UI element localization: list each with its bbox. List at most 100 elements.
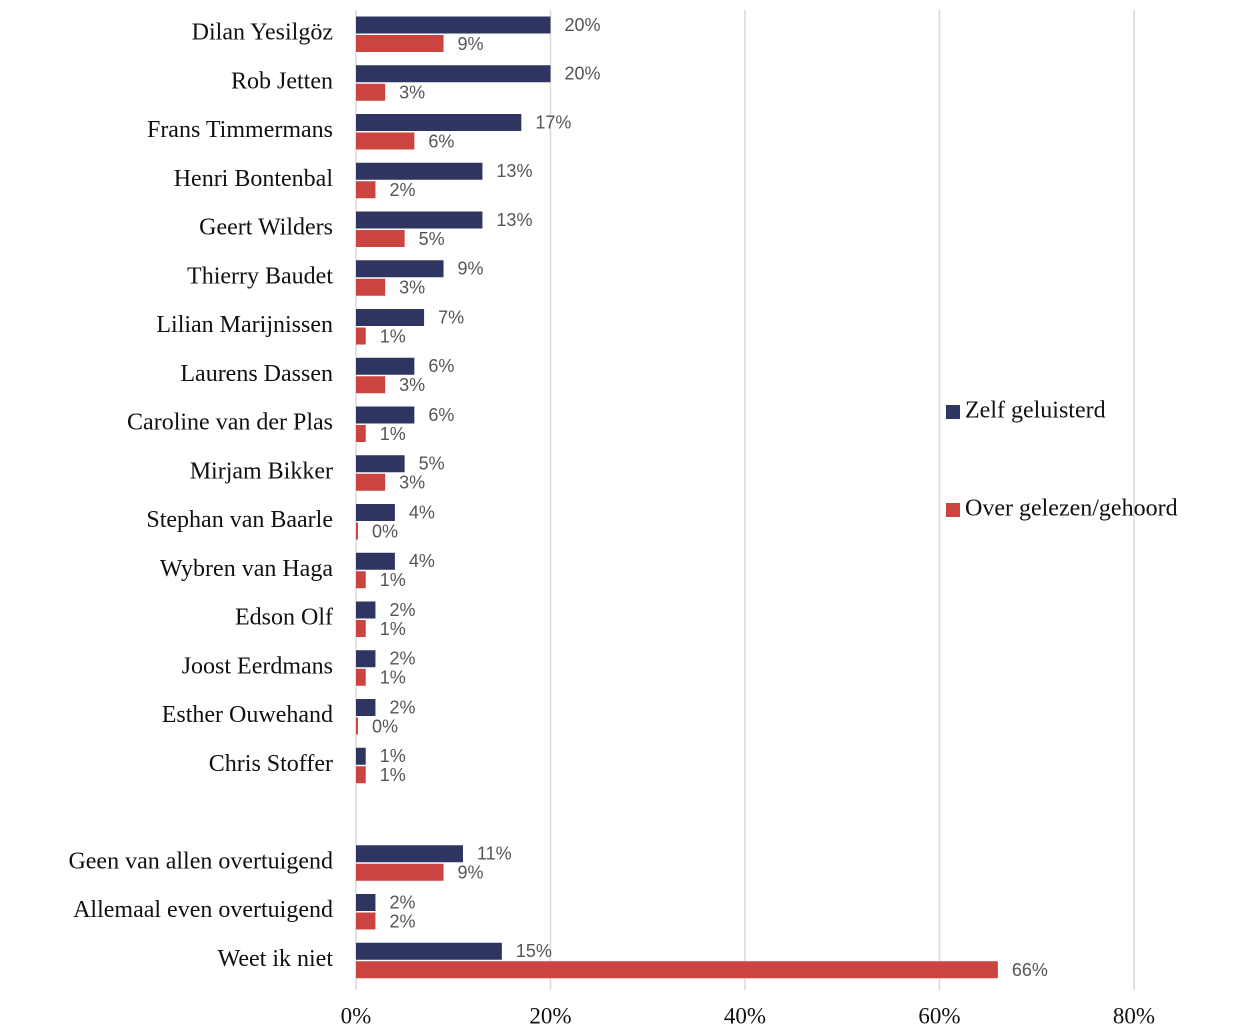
bar	[356, 114, 522, 131]
bar	[356, 961, 998, 979]
value-label: 17%	[535, 112, 571, 132]
bar	[356, 620, 366, 637]
category-label: Henri Bontenbal	[174, 166, 334, 192]
value-label: 1%	[380, 326, 406, 346]
bar	[356, 357, 415, 375]
bar	[356, 162, 483, 180]
value-label: 1%	[380, 570, 406, 590]
bar	[356, 912, 376, 930]
value-label: 2%	[389, 697, 415, 717]
category-label: Geert Wilders	[199, 215, 333, 241]
category-label: Wybren van Haga	[160, 556, 333, 582]
x-tick-label: 20%	[529, 1003, 571, 1028]
bar	[356, 132, 415, 150]
bar	[356, 425, 366, 442]
bar	[356, 747, 366, 765]
bar	[356, 65, 551, 83]
value-label: 2%	[389, 892, 415, 912]
category-label: Allemaal even overtuigend	[73, 897, 333, 923]
category-label: Laurens Dassen	[180, 361, 333, 387]
value-label: 1%	[380, 668, 406, 688]
legend-label: Over gelezen/gehoord	[965, 496, 1178, 522]
value-label: 13%	[496, 161, 532, 181]
bar	[356, 552, 395, 570]
category-label: Rob Jetten	[231, 68, 333, 94]
bar	[356, 845, 463, 863]
legend-swatch	[946, 405, 960, 419]
value-label: 20%	[565, 15, 601, 35]
value-label: 9%	[458, 259, 484, 279]
value-label: 7%	[438, 307, 464, 327]
value-label: 9%	[458, 34, 484, 54]
legend-label: Zelf geluisterd	[965, 398, 1106, 424]
category-label: Joost Eerdmans	[182, 653, 333, 679]
x-tick-label: 0%	[341, 1003, 372, 1028]
bar	[356, 376, 386, 394]
value-label: 66%	[1012, 960, 1048, 980]
bar	[356, 278, 386, 296]
value-label: 6%	[428, 131, 454, 151]
legend-swatch	[946, 503, 960, 517]
value-label: 1%	[380, 424, 406, 444]
bar	[356, 35, 444, 52]
value-label: 2%	[389, 649, 415, 669]
category-label: Edson Olf	[235, 605, 333, 631]
bar	[356, 668, 366, 686]
category-label: Caroline van der Plas	[127, 410, 333, 436]
bar	[356, 406, 415, 424]
value-label: 1%	[380, 619, 406, 639]
bar	[356, 571, 366, 589]
category-label: Chris Stoffer	[209, 751, 333, 777]
bar	[356, 455, 405, 473]
bar	[356, 473, 386, 491]
x-tick-label: 80%	[1113, 1003, 1155, 1028]
category-label: Lilian Marijnissen	[156, 312, 333, 338]
bar	[356, 766, 366, 784]
category-label: Stephan van Baarle	[146, 507, 333, 533]
bar	[356, 942, 502, 960]
category-label: Frans Timmermans	[147, 117, 333, 143]
value-label: 15%	[516, 941, 552, 961]
value-label: 3%	[399, 375, 425, 395]
bar	[356, 16, 551, 34]
value-label: 2%	[389, 180, 415, 200]
bar	[356, 327, 366, 345]
bar	[356, 230, 405, 247]
category-label: Esther Ouwehand	[162, 702, 333, 728]
value-label: 9%	[458, 863, 484, 883]
value-label: 11%	[477, 844, 512, 864]
value-label: 20%	[565, 64, 601, 84]
bar	[356, 601, 376, 619]
bar	[356, 863, 444, 881]
bar	[356, 260, 444, 278]
bar	[356, 181, 376, 199]
category-label: Dilan Yesilgöz	[192, 20, 333, 46]
value-label: 6%	[428, 356, 454, 376]
value-label: 2%	[389, 911, 415, 931]
value-label: 6%	[428, 405, 454, 425]
bar	[356, 211, 483, 229]
bar	[356, 83, 386, 101]
bar	[356, 504, 395, 521]
value-label: 4%	[409, 551, 435, 571]
value-label: 0%	[372, 521, 398, 541]
value-label: 0%	[372, 716, 398, 736]
bar	[356, 309, 425, 326]
value-label: 3%	[399, 83, 425, 103]
value-label: 3%	[399, 278, 425, 298]
x-tick-label: 60%	[918, 1003, 960, 1028]
category-label: Thierry Baudet	[187, 263, 333, 289]
value-label: 1%	[380, 746, 406, 766]
category-label: Mirjam Bikker	[190, 458, 333, 484]
bar	[356, 522, 358, 540]
value-label: 13%	[496, 210, 532, 230]
value-label: 5%	[419, 229, 445, 249]
value-label: 1%	[380, 765, 406, 785]
bar	[356, 650, 376, 668]
bar	[356, 894, 376, 911]
value-label: 3%	[399, 473, 425, 493]
x-tick-label: 40%	[724, 1003, 766, 1028]
value-label: 4%	[409, 502, 435, 522]
value-label: 2%	[389, 600, 415, 620]
